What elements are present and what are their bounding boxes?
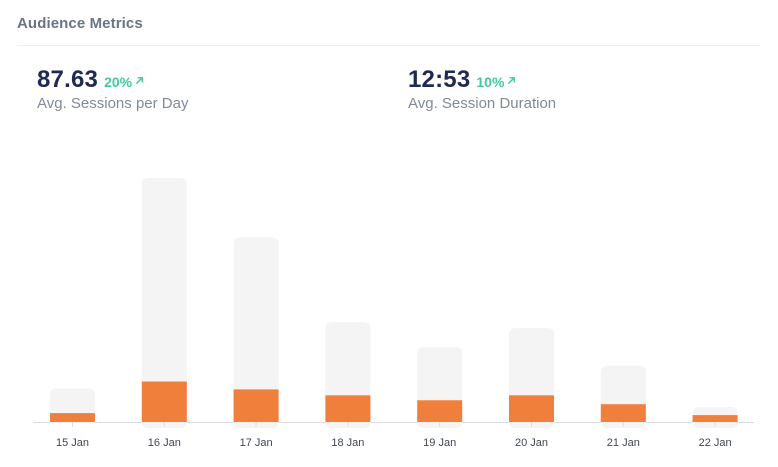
bar-foreground <box>509 395 554 422</box>
x-tick-label: 21 Jan <box>607 437 640 449</box>
metric-duration-value: 12:53 <box>408 66 471 93</box>
bar-foreground <box>417 400 463 422</box>
metric-sessions-label: Avg. Sessions per Day <box>37 95 189 112</box>
bar-foreground <box>600 404 646 422</box>
metric-duration-change-text: 10% <box>476 74 505 90</box>
bar-foreground <box>325 395 371 422</box>
bar-foreground <box>233 389 279 422</box>
arrow-up-right-icon <box>508 76 516 84</box>
x-tick-label: 16 Jan <box>148 437 181 449</box>
x-tick-label: 17 Jan <box>240 437 273 449</box>
x-tick-label: 18 Jan <box>331 437 364 449</box>
bar-background <box>233 237 279 428</box>
bar-foreground <box>141 381 187 422</box>
x-tick-label: 15 Jan <box>56 437 89 449</box>
bar-foreground <box>50 413 95 422</box>
metric-sessions-value: 87.63 <box>37 66 99 93</box>
title-divider <box>17 45 760 46</box>
metric-duration-label: Avg. Session Duration <box>408 95 557 112</box>
card-title: Audience Metrics <box>17 15 143 32</box>
metric-duration: 12:53 10% Avg. Session Duration <box>408 66 556 112</box>
arrow-up-right-icon <box>136 76 144 84</box>
x-tick-label: 20 Jan <box>515 437 548 449</box>
x-tick-label: 19 Jan <box>423 437 456 449</box>
metric-sessions-change: 20% <box>104 74 144 90</box>
metric-sessions-change-text: 20% <box>104 74 133 90</box>
x-tick-label: 22 Jan <box>699 437 732 449</box>
metric-sessions: 87.63 20% Avg. Sessions per Day <box>37 66 188 112</box>
bar-background <box>141 177 187 428</box>
bar-foreground <box>692 415 738 422</box>
metric-duration-change: 10% <box>476 74 516 90</box>
